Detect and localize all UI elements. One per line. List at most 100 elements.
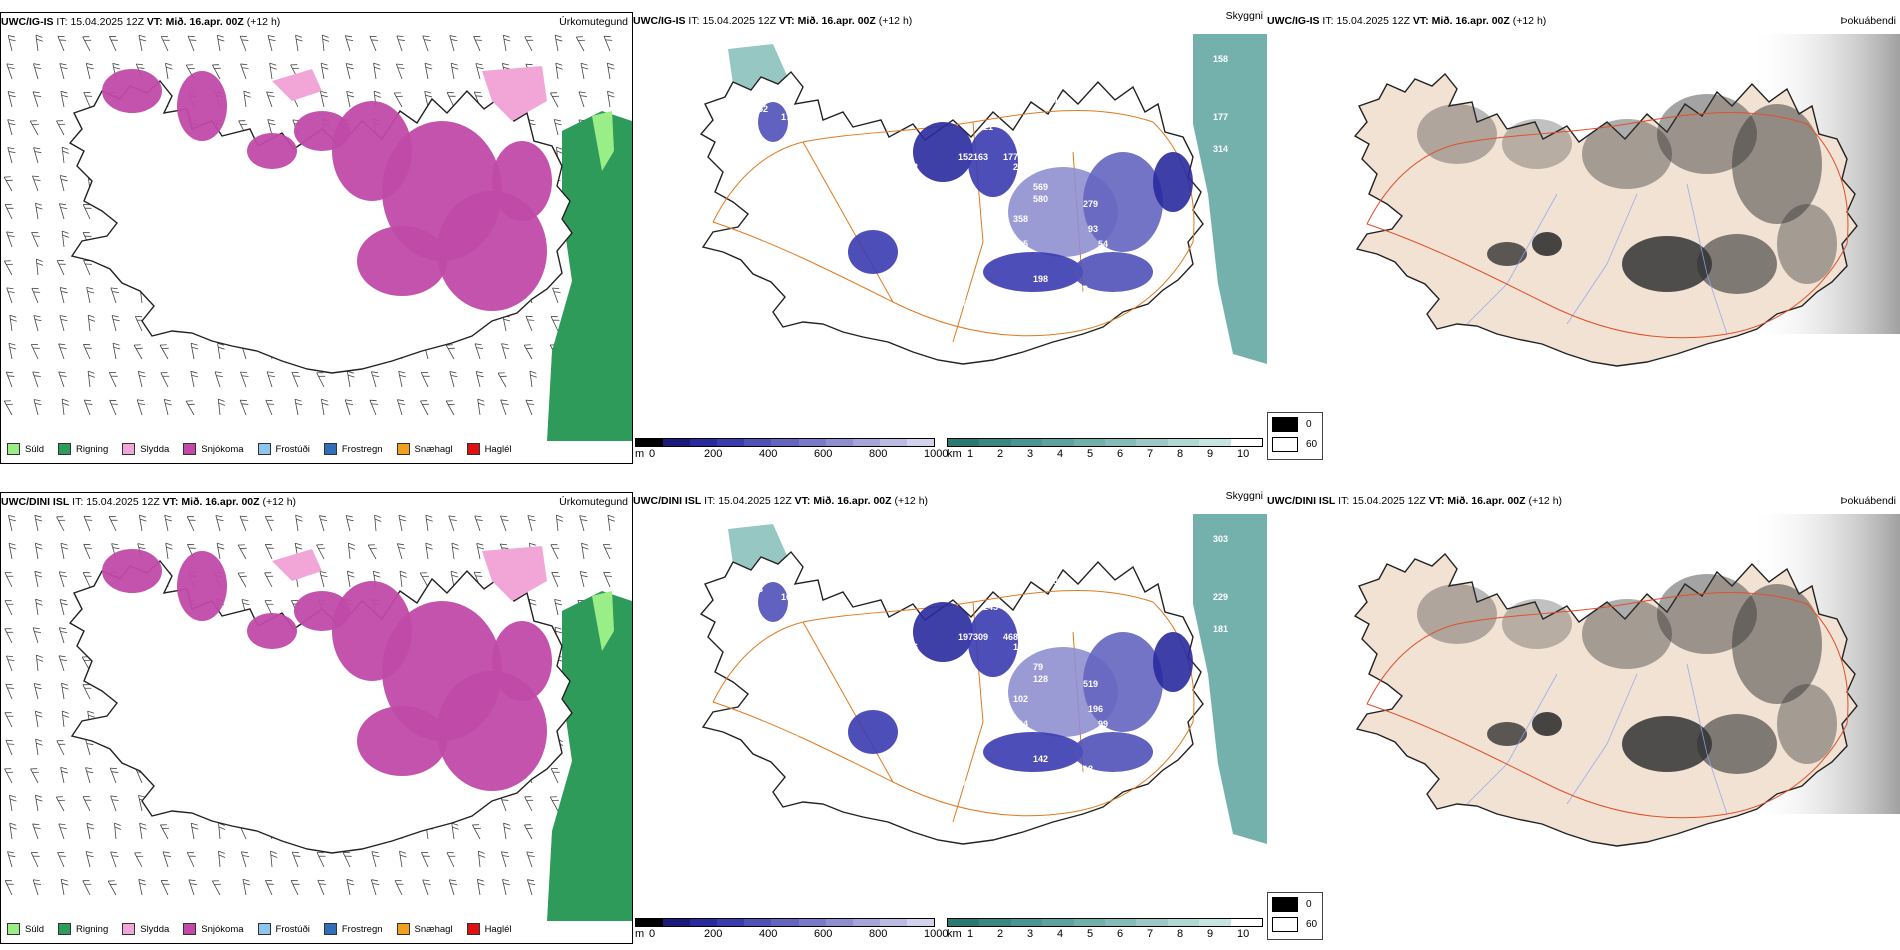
valid-time: Mið. 16.apr. 00Z [165,16,244,28]
init-label: IT: [688,15,700,27]
colorbar-tick: 8 [1177,928,1184,940]
precip-value-label: 177 [1213,112,1228,122]
colorbar-tick: 9 [1207,928,1214,940]
colorbar-tick: 200 [704,448,723,460]
panel-header: UWC/DINI ISL IT: 15.04.2025 12Z VT: Mið.… [1,496,296,508]
precip-value-label: 351 [963,714,978,724]
precip-type-panel: UWC/IG-IS IT: 15.04.2025 12Z VT: Mið. 16… [0,12,633,464]
precip-value-label: 163 [973,152,988,162]
precip-value-label: 314 [1213,144,1228,154]
init-time: 15.04.2025 12Z [718,495,792,507]
panel-title: Úrkomutegund [559,496,628,508]
colorbar-tick: 7 [1147,928,1154,940]
valid-time: Mið. 16.apr. 00Z [1431,15,1510,27]
precip-value-label: 107 [863,274,878,284]
precip-value-label: 91 [923,699,933,709]
precip-value-label: 175 [1003,299,1018,309]
precip-value-label: 305 [1013,239,1028,249]
colorbar-tick: 10 [1237,928,1250,940]
panel-header: UWC/IG-IS IT: 15.04.2025 12Z VT: Mið. 16… [633,15,912,27]
colorbar-cell [690,439,718,446]
init-label: IT: [1338,495,1350,507]
legend-label: Rigning [76,923,109,935]
fog-map [1353,34,1900,367]
legend-item: Snjókoma [183,443,244,455]
legend-swatch [323,443,337,455]
legend-item: Frostúði [257,443,310,455]
precip-value-label: 580 [1033,194,1048,204]
valid-time: Mið. 16.apr. 00Z [1447,495,1526,507]
colorbar-tick: 4 [1057,448,1064,460]
colorbar-unit: m [635,448,645,460]
colorbar-cell [852,439,880,446]
fog-shading [1417,94,1837,294]
legend-swatch [466,923,480,935]
rain-area [547,591,632,921]
colorbar-km: km 1 2 3 4 5 6 7 8 9 10 [947,918,1263,940]
init-time: 15.04.2025 12Z [86,496,160,508]
lead-time: (+12 h) [246,16,281,28]
legend-swatch [257,443,271,455]
precip-value-label: 21 [983,122,993,132]
legend-label: Slydda [140,443,170,455]
colorbar-cell [825,919,853,926]
precip-value-label: 79 [1033,662,1043,672]
colorbar-tick: 3 [1027,928,1034,940]
precip-value-label: 16 [783,254,793,264]
colorbar-cell [798,439,826,446]
precip-value-label: 39 [983,202,993,212]
fog-key: 0 60 [1267,412,1323,460]
precip-value-label: 111 [943,764,957,774]
colorbar-cell [771,439,799,446]
valid-label: VT: [162,496,179,508]
model-name: UWC/IG-IS [633,15,686,27]
precip-value-label: 24 [1048,96,1058,106]
legend-label: Frostregn [341,923,383,935]
precip-value-label: 196 [1088,704,1103,714]
legend-item: Haglél [466,443,512,455]
valid-time: Mið. 16.apr. 00Z [181,496,260,508]
precip-value-label: 87 [823,764,833,774]
colorbar-tick: 2 [997,928,1004,940]
legend-item: Snæhagl [396,443,453,455]
legend-label: Haglél [484,923,512,935]
precip-value-label: 170 [781,112,796,122]
colorbar-tick: 800 [869,928,888,940]
precip-value-label: 181 [1213,624,1228,634]
init-label: IT: [72,496,84,508]
colorbar-cell [798,919,826,926]
legend-item: Súld [7,923,44,935]
visibility-panel: UWC/IG-IS IT: 15.04.2025 12Z VT: Mið. 16… [633,10,1323,464]
colorbar-cell [771,919,799,926]
colorbar-tick: 7 [1147,448,1154,460]
lead-time: (+12 h) [1528,495,1563,507]
colorbar-cell [1105,919,1137,926]
iceland-coastline [699,70,1204,365]
precip-value-label: 197 [958,632,973,642]
legend-swatch [183,923,197,935]
colorbar-tick: 0 [649,928,656,940]
valid-label: VT: [146,16,163,28]
precip-value-label: 215 [783,734,798,744]
precip-value-label: 16 [781,592,791,602]
colorbar-cell [636,919,664,926]
precip-value-label: 99 [1098,719,1108,729]
precip-value-label: 252 [963,234,978,244]
precip-value-label: 54 [1098,239,1108,249]
precip-value-label: 83 [923,219,933,229]
precip-value-label: 229 [1213,592,1228,602]
lead-time: (+12 h) [1512,15,1547,27]
colorbar-cell [906,439,935,446]
model-name: UWC/DINI ISL [1,496,70,508]
legend-label: Snjókoma [201,923,244,935]
legend-label: Frostúði [275,923,310,935]
precip-value-label: 85 [1063,592,1073,602]
colorbar-unit: m [635,928,645,940]
colorbar-cell [663,919,691,926]
precip-value-label: 358 [1013,214,1028,224]
precip-value-label: 90 [958,299,968,309]
colorbar-tick: 0 [649,448,656,460]
precip-value-label: 106 [863,754,878,764]
